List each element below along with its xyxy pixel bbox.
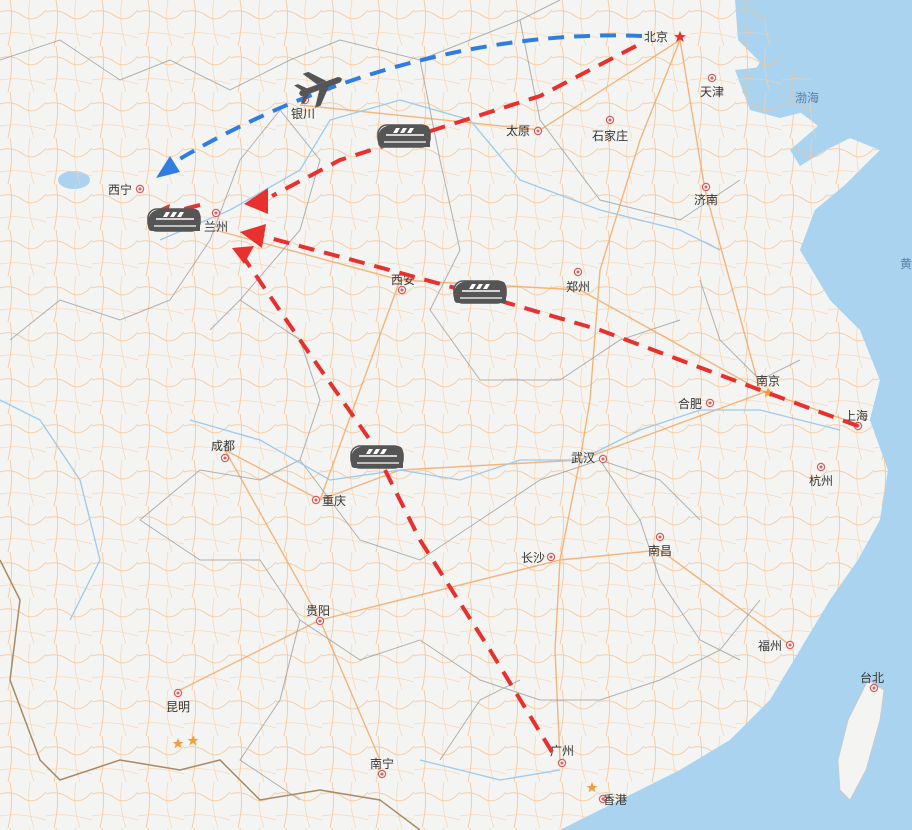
city-fuzhou[interactable]: 福州 — [758, 638, 795, 653]
route-train-beijing-lanzhou[interactable] — [271, 44, 637, 198]
route-flight-beijing-xining[interactable] — [176, 33, 643, 162]
coast-mask — [560, 0, 912, 830]
city-jinan[interactable]: 济南 — [694, 182, 718, 207]
star-icon — [586, 782, 598, 793]
city-label: 合肥 — [678, 396, 702, 411]
city-label: 济南 — [694, 192, 718, 207]
city-chengdu[interactable]: 成都 — [211, 439, 235, 463]
city-label: 南京 — [756, 373, 780, 388]
national-border — [0, 559, 421, 830]
city-label: 银川 — [291, 107, 315, 121]
route-train-shanghai-lanzhou[interactable] — [261, 234, 859, 428]
city-zhengzhou[interactable]: 郑州 — [566, 267, 590, 294]
arrow-head — [240, 224, 266, 248]
city-lanzhou[interactable]: 兰州 — [204, 208, 228, 234]
city-changsha[interactable]: 长沙 — [521, 551, 556, 565]
city-xianggang[interactable]: 香港 — [598, 793, 627, 807]
arrow-head-blue — [156, 156, 180, 178]
city-label: 太原 — [506, 123, 530, 138]
city-nanchang[interactable]: 南昌 — [648, 532, 672, 558]
city-label: 重庆 — [322, 494, 346, 508]
city-label: 香港 — [603, 793, 627, 807]
train-icon-chongqing[interactable] — [350, 445, 404, 469]
sea-label-huanghai: 黄 — [900, 257, 912, 271]
city-hangzhou[interactable]: 杭州 — [809, 462, 833, 488]
city-label: 武汉 — [571, 451, 595, 465]
city-label: 兰州 — [204, 220, 228, 234]
city-label: 郑州 — [566, 279, 590, 294]
city-dots: 北京 天津 银川 太原 石家庄 济南 西宁 兰州 — [108, 30, 884, 807]
train-icon-xian[interactable] — [453, 280, 507, 304]
train-icon-lanzhou[interactable] — [147, 208, 201, 232]
city-kunming[interactable]: 昆明 — [166, 688, 190, 714]
city-beijing[interactable]: 北京 — [644, 30, 686, 44]
attraction-markers — [172, 735, 598, 793]
city-wuhan[interactable]: 武汉 — [571, 451, 608, 465]
city-guangzhou[interactable]: 广州 — [550, 744, 574, 768]
city-label: 广州 — [550, 744, 574, 758]
city-label: 成都 — [211, 439, 235, 453]
city-guiyang[interactable]: 贵阳 — [306, 604, 330, 626]
city-label: 长沙 — [521, 551, 545, 565]
arrow-head — [232, 246, 254, 264]
city-taibei[interactable]: 台北 — [860, 670, 884, 693]
city-label: 台北 — [860, 670, 884, 685]
route-train-guangzhou-lanzhou[interactable] — [242, 256, 554, 754]
city-label: 福州 — [758, 638, 782, 653]
city-label: 南昌 — [648, 543, 672, 558]
city-label: 天津 — [700, 85, 724, 99]
city-label: 北京 — [644, 30, 668, 44]
star-icon — [187, 735, 199, 746]
plane-icon[interactable] — [291, 62, 347, 112]
city-shijiazhuang[interactable]: 石家庄 — [592, 115, 628, 143]
capital-star-icon — [674, 31, 686, 42]
city-label: 杭州 — [809, 473, 833, 488]
train-icon-yinchuan[interactable] — [377, 124, 431, 148]
city-taiyuan[interactable]: 太原 — [506, 123, 543, 138]
city-chongqing[interactable]: 重庆 — [311, 494, 346, 508]
city-hefei[interactable]: 合肥 — [678, 396, 715, 411]
star-icon — [172, 738, 184, 749]
city-tianjin[interactable]: 天津 — [700, 73, 724, 99]
city-label: 上海 — [844, 408, 868, 423]
arrow-head — [244, 188, 268, 214]
city-label: 南宁 — [370, 756, 394, 771]
city-nanning[interactable]: 南宁 — [370, 756, 394, 779]
sea-label-bohai: 渤海 — [795, 90, 819, 105]
city-label: 石家庄 — [592, 128, 628, 143]
city-label: 贵阳 — [306, 604, 330, 618]
city-label: 昆明 — [166, 700, 190, 714]
city-xining[interactable]: 西宁 — [108, 182, 145, 197]
city-label: 西宁 — [108, 182, 132, 197]
